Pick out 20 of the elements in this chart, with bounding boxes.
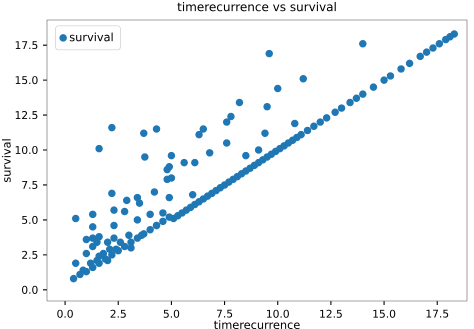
- y-tick-label: 2.5: [22, 250, 38, 259]
- x-tick-label: 7.5: [216, 310, 232, 318]
- x-tick-label: 12.5: [320, 310, 342, 318]
- chart-title: timerecurrence vs survival: [177, 2, 336, 12]
- y-tick-label: 7.5: [22, 181, 38, 189]
- y-tick-label: 17.5: [16, 41, 38, 50]
- x-tick-label: 0.0: [57, 310, 73, 318]
- x-tick-label: 2.5: [110, 310, 126, 318]
- x-tick-label: 15.0: [373, 310, 396, 318]
- x-axis-title: timerecurrence: [214, 320, 300, 329]
- y-tick-label: 0.0: [22, 286, 38, 294]
- x-tick-label: 5.0: [164, 310, 180, 318]
- y-tick-label: 15.0: [16, 76, 38, 84]
- y-axis-title: survival: [2, 139, 11, 182]
- legend-label: survival: [70, 32, 113, 42]
- x-tick-label: 17.5: [426, 310, 448, 318]
- y-tick-label: 5.0: [22, 216, 38, 224]
- y-tick-label: 10.0: [16, 146, 38, 154]
- x-tick-label: 10.0: [267, 310, 289, 318]
- y-tick-label: 12.5: [16, 111, 38, 120]
